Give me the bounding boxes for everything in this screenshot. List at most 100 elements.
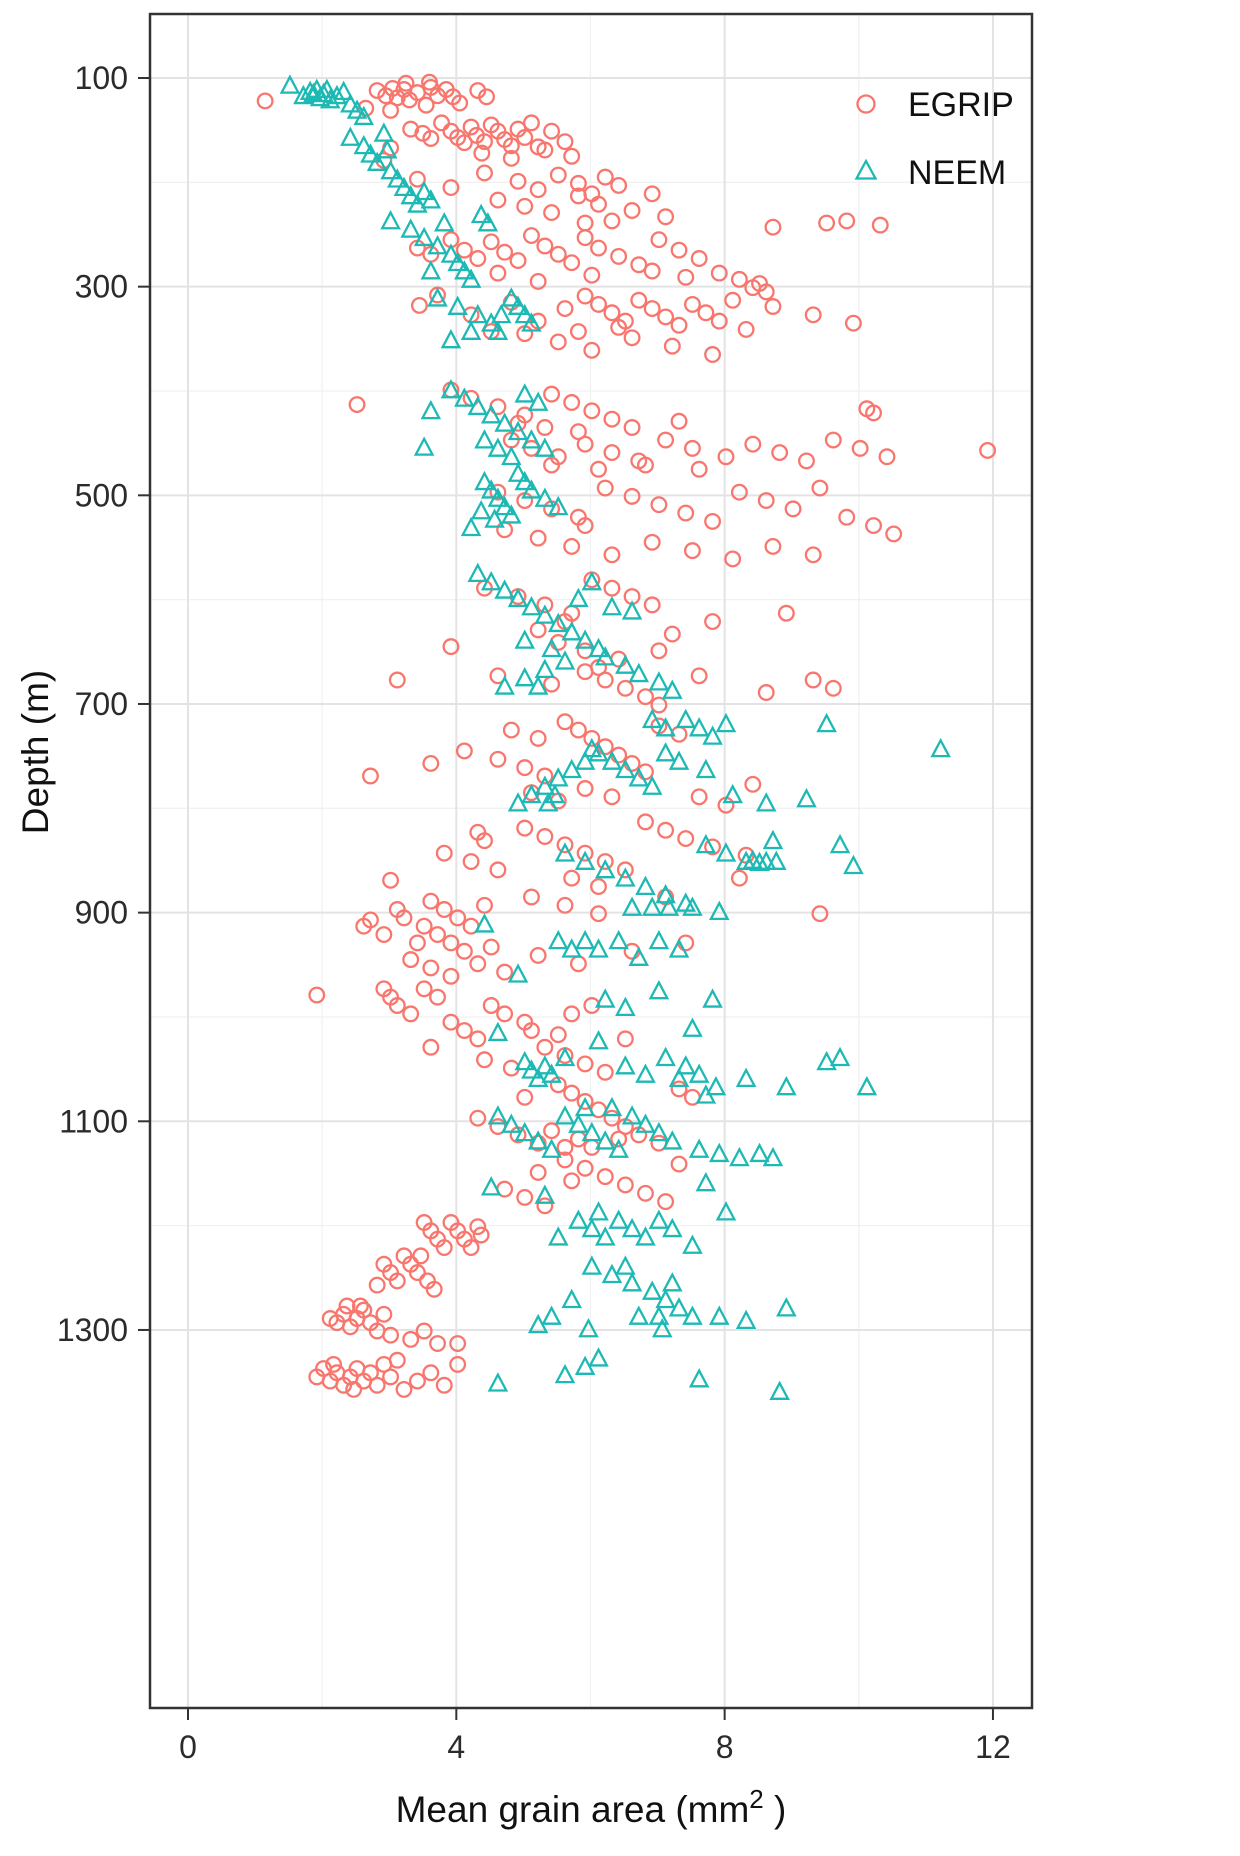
neem-point [501,504,522,524]
neem-point [467,395,489,416]
neem-point [514,383,536,403]
egrip-point [569,423,587,441]
neem-point [534,1184,556,1204]
neem-point [776,1297,797,1317]
egrip-point [637,1184,654,1202]
neem-point [574,929,596,950]
neem-point [427,235,448,255]
neem-point [722,783,743,804]
neem-point [554,650,576,670]
neem-point [615,996,636,1017]
egrip-point [308,986,326,1004]
egrip-point [576,435,594,453]
egrip-point [569,187,587,205]
x-axis-title: Mean grain area (mm2 ) [396,1784,787,1830]
neem-point [755,792,777,812]
neem-point [715,1201,737,1221]
neem-point [621,600,643,620]
egrip-point [516,197,534,215]
egrip-point [556,300,574,318]
egrip-point [590,460,607,478]
neem-point [688,1063,710,1083]
egrip-point [472,1226,490,1244]
egrip-point [623,202,641,219]
egrip-point [529,1134,547,1152]
egrip-point [603,444,621,461]
egrip-point [476,133,493,151]
neem-point [648,929,670,950]
neem-point [574,1355,596,1375]
neem-point [387,168,408,188]
neem-point [655,1046,676,1067]
egrip-point [529,621,547,639]
neem-point [554,1046,576,1067]
egrip-point [603,579,621,597]
egrip-point [563,254,581,272]
neem-point [574,1096,596,1117]
egrip-point [603,546,621,564]
egrip-point [704,512,722,530]
egrip-point [683,542,701,560]
egrip-point [563,1084,581,1102]
egrip-point [516,1088,534,1106]
egrip-point [502,721,520,739]
egrip-point [482,938,500,956]
neem-point [695,833,717,854]
neem-point [487,437,509,457]
egrip-point [563,1172,581,1190]
neem-point [487,1021,509,1042]
neem-point [373,122,395,142]
neem-point [648,671,670,691]
egrip-point [422,892,440,910]
neem-point [541,1138,562,1158]
egrip-point [670,1080,688,1098]
egrip-point [429,926,446,943]
egrip-point [704,346,722,363]
neem-point [494,675,515,695]
neem-point [695,1171,717,1192]
egrip-point [442,179,460,196]
egrip-point [410,296,428,314]
egrip-point [590,295,607,313]
egrip-point [516,759,534,777]
neem-point [534,658,556,679]
egrip-point [549,245,567,263]
egrip-point [388,671,406,689]
egrip-point [878,448,896,466]
neem-point [467,303,489,324]
neem-point [641,708,663,729]
egrip-point [710,312,728,330]
egrip-point [522,227,540,244]
egrip-point [382,101,400,119]
neem-point [400,184,421,205]
egrip-point [590,905,607,923]
neem-point [715,842,737,862]
egrip-point [590,239,607,257]
egrip-point [757,492,775,509]
egrip-point [433,114,451,132]
neem-point [340,93,361,113]
egrip-point [529,1163,547,1181]
egrip-point [569,174,587,192]
neem-point [447,251,468,272]
egrip-point [357,99,375,117]
egrip-point [402,951,420,969]
egrip-point [569,323,587,340]
neem-point [440,379,462,399]
egrip-point [657,431,675,449]
neem-point [507,420,529,441]
neem-point [514,629,536,649]
egrip-point [979,442,997,459]
egrip-point [522,888,540,906]
egrip-point [536,419,554,436]
egrip-point [256,92,274,110]
egrip-point [556,836,574,854]
neem-point [548,495,569,516]
neem-point [621,1105,643,1125]
neem-point [668,1297,690,1317]
egrip-point [382,1368,400,1386]
neem-point [635,1063,656,1083]
egrip-point [462,1239,480,1256]
neem-point [594,988,616,1008]
